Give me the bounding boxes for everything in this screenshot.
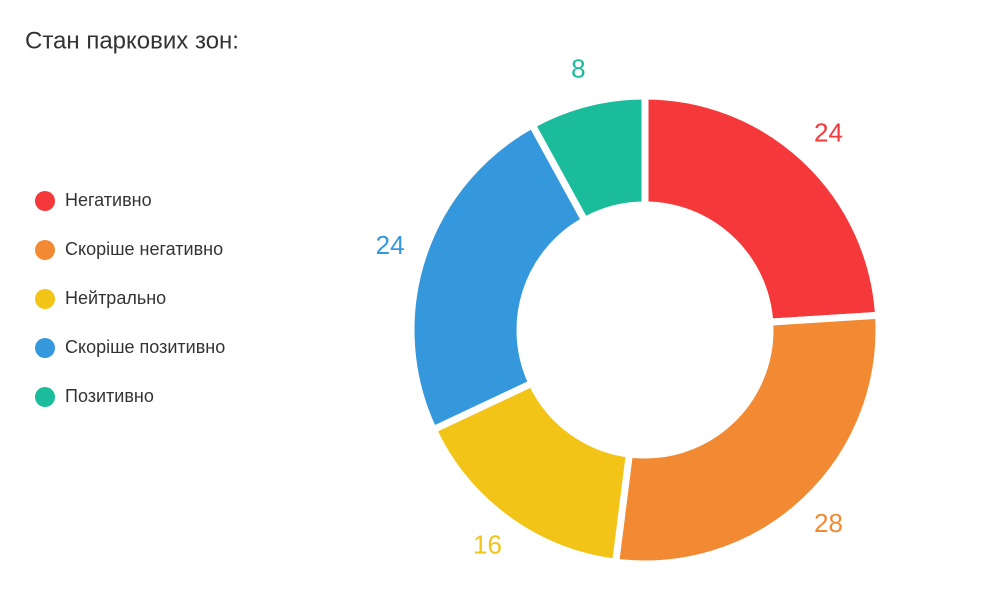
- legend-swatch: [35, 289, 55, 309]
- donut-slice: [641, 92, 883, 326]
- legend-swatch: [35, 338, 55, 358]
- chart-title: Стан паркових зон:: [25, 27, 239, 54]
- legend-label: Негативно: [65, 190, 152, 210]
- donut-slice: [611, 311, 883, 568]
- data-label: 24: [814, 118, 843, 148]
- data-label: 24: [376, 230, 405, 260]
- donut-slice: [407, 120, 590, 435]
- data-label: 16: [473, 530, 502, 560]
- legend-label: Нейтрально: [65, 288, 166, 308]
- data-label: 8: [571, 53, 585, 83]
- legend-swatch: [35, 387, 55, 407]
- donut-slice: [527, 92, 649, 226]
- legend-swatch: [35, 191, 55, 211]
- legend-label: Скоріше позитивно: [65, 337, 225, 357]
- data-label: 28: [814, 508, 843, 538]
- donut-slice: [428, 378, 634, 567]
- legend-label: Скоріше негативно: [65, 239, 223, 259]
- legend-label: Позитивно: [65, 386, 154, 406]
- legend-swatch: [35, 240, 55, 260]
